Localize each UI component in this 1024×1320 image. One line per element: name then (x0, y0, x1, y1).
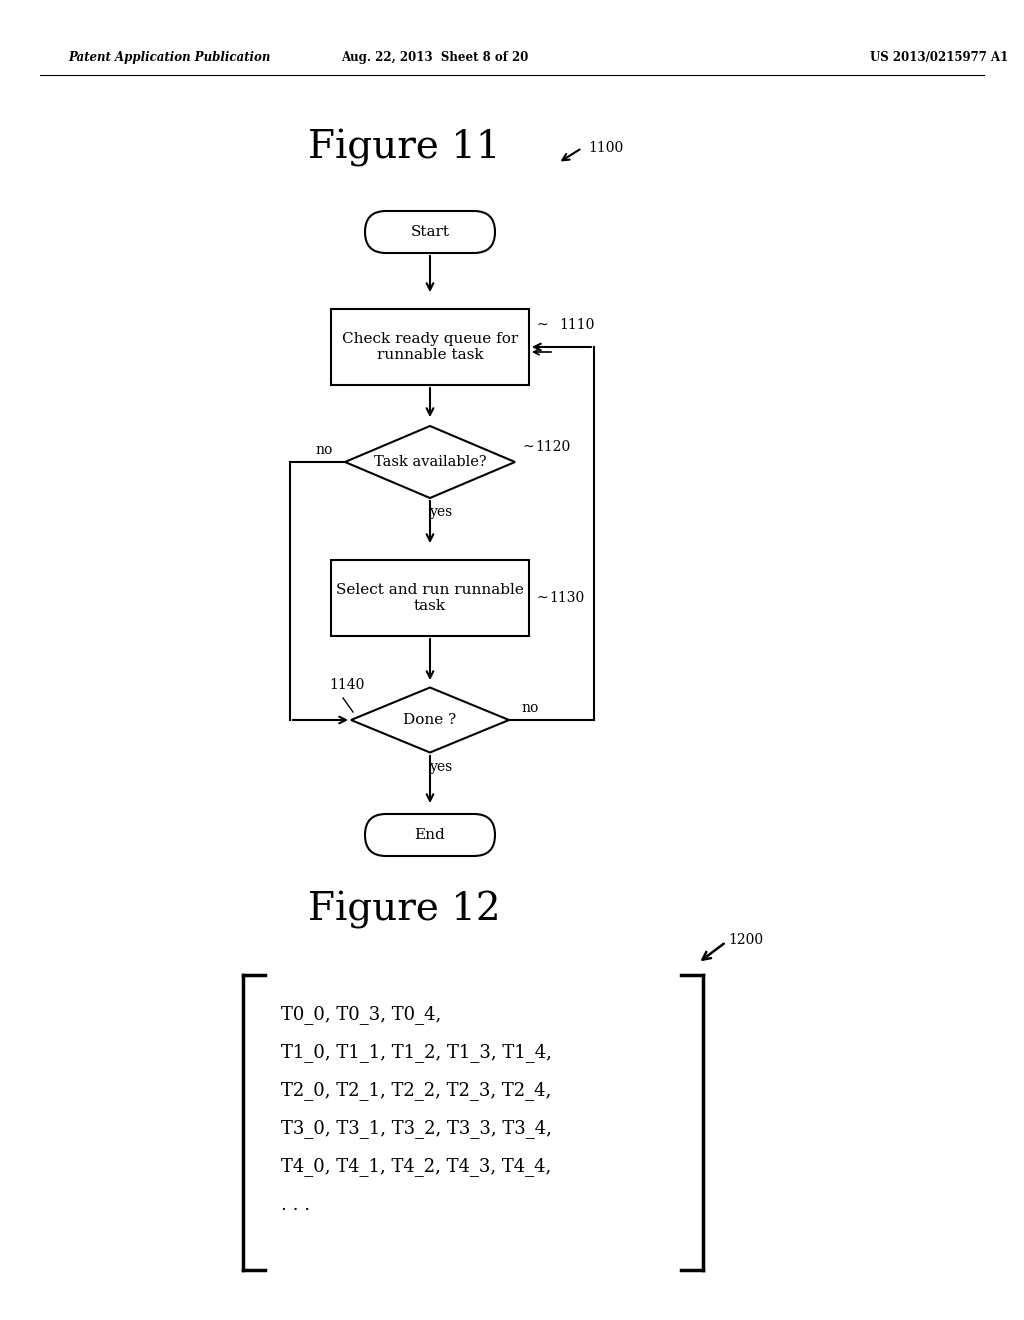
Text: . . .: . . . (281, 1196, 310, 1214)
Text: ~: ~ (537, 591, 549, 605)
Text: Done ?: Done ? (403, 713, 457, 727)
Text: Patent Application Publication: Patent Application Publication (68, 51, 270, 65)
Text: 1100: 1100 (588, 141, 624, 154)
Text: T1_0, T1_1, T1_2, T1_3, T1_4,: T1_0, T1_1, T1_2, T1_3, T1_4, (281, 1044, 552, 1063)
Text: yes: yes (430, 759, 454, 774)
Text: Check ready queue for
runnable task: Check ready queue for runnable task (342, 331, 518, 362)
Text: T4_0, T4_1, T4_2, T4_3, T4_4,: T4_0, T4_1, T4_2, T4_3, T4_4, (281, 1158, 551, 1176)
Polygon shape (351, 688, 509, 752)
Text: T0_0, T0_3, T0_4,: T0_0, T0_3, T0_4, (281, 1006, 441, 1024)
Bar (331, 560, 529, 636)
Text: yes: yes (430, 506, 454, 519)
Text: Task available?: Task available? (374, 455, 486, 469)
Polygon shape (345, 426, 515, 498)
Text: no: no (521, 701, 539, 715)
Text: Start: Start (411, 224, 450, 239)
Text: 1140: 1140 (329, 678, 365, 692)
Text: 1110: 1110 (559, 318, 594, 333)
Text: Aug. 22, 2013  Sheet 8 of 20: Aug. 22, 2013 Sheet 8 of 20 (341, 51, 528, 65)
Bar (331, 309, 529, 385)
Text: ~: ~ (537, 318, 549, 333)
Text: T2_0, T2_1, T2_2, T2_3, T2_4,: T2_0, T2_1, T2_2, T2_3, T2_4, (281, 1081, 551, 1101)
Text: US 2013/0215977 A1: US 2013/0215977 A1 (870, 51, 1009, 65)
Text: ~: ~ (523, 440, 535, 454)
Text: Figure 11: Figure 11 (308, 129, 501, 168)
Text: Select and run runnable
task: Select and run runnable task (336, 583, 524, 612)
FancyBboxPatch shape (365, 814, 495, 855)
Text: 1130: 1130 (549, 591, 585, 605)
Text: End: End (415, 828, 445, 842)
Text: no: no (315, 444, 333, 457)
Text: T3_0, T3_1, T3_2, T3_3, T3_4,: T3_0, T3_1, T3_2, T3_3, T3_4, (281, 1119, 552, 1138)
FancyBboxPatch shape (365, 211, 495, 253)
Text: 1200: 1200 (728, 933, 763, 946)
Text: Figure 12: Figure 12 (308, 891, 501, 929)
Text: 1120: 1120 (535, 440, 570, 454)
